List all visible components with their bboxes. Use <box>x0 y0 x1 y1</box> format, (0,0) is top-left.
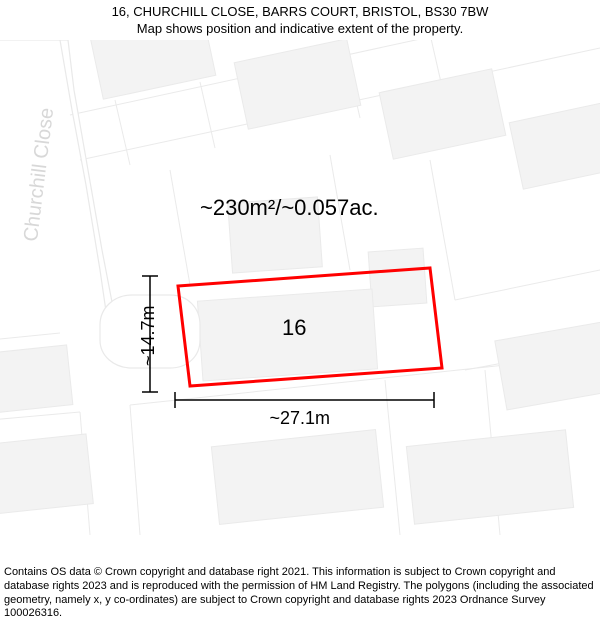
copyright-footer: Contains OS data © Crown copyright and d… <box>4 566 596 621</box>
map-svg <box>0 40 600 535</box>
header: 16, CHURCHILL CLOSE, BARRS COURT, BRISTO… <box>0 0 600 38</box>
width-dimension-label: ~27.1m <box>270 408 331 429</box>
area-label: ~230m²/~0.057ac. <box>200 195 379 221</box>
page-container: 16, CHURCHILL CLOSE, BARRS COURT, BRISTO… <box>0 0 600 625</box>
map-area: Churchill Close ~230m²/~0.057ac. 16 ~27.… <box>0 40 600 535</box>
house-number-label: 16 <box>282 315 306 341</box>
subtitle-line: Map shows position and indicative extent… <box>0 21 600 38</box>
height-dimension-label: ~14.7m <box>138 305 159 366</box>
address-line: 16, CHURCHILL CLOSE, BARRS COURT, BRISTO… <box>0 4 600 21</box>
